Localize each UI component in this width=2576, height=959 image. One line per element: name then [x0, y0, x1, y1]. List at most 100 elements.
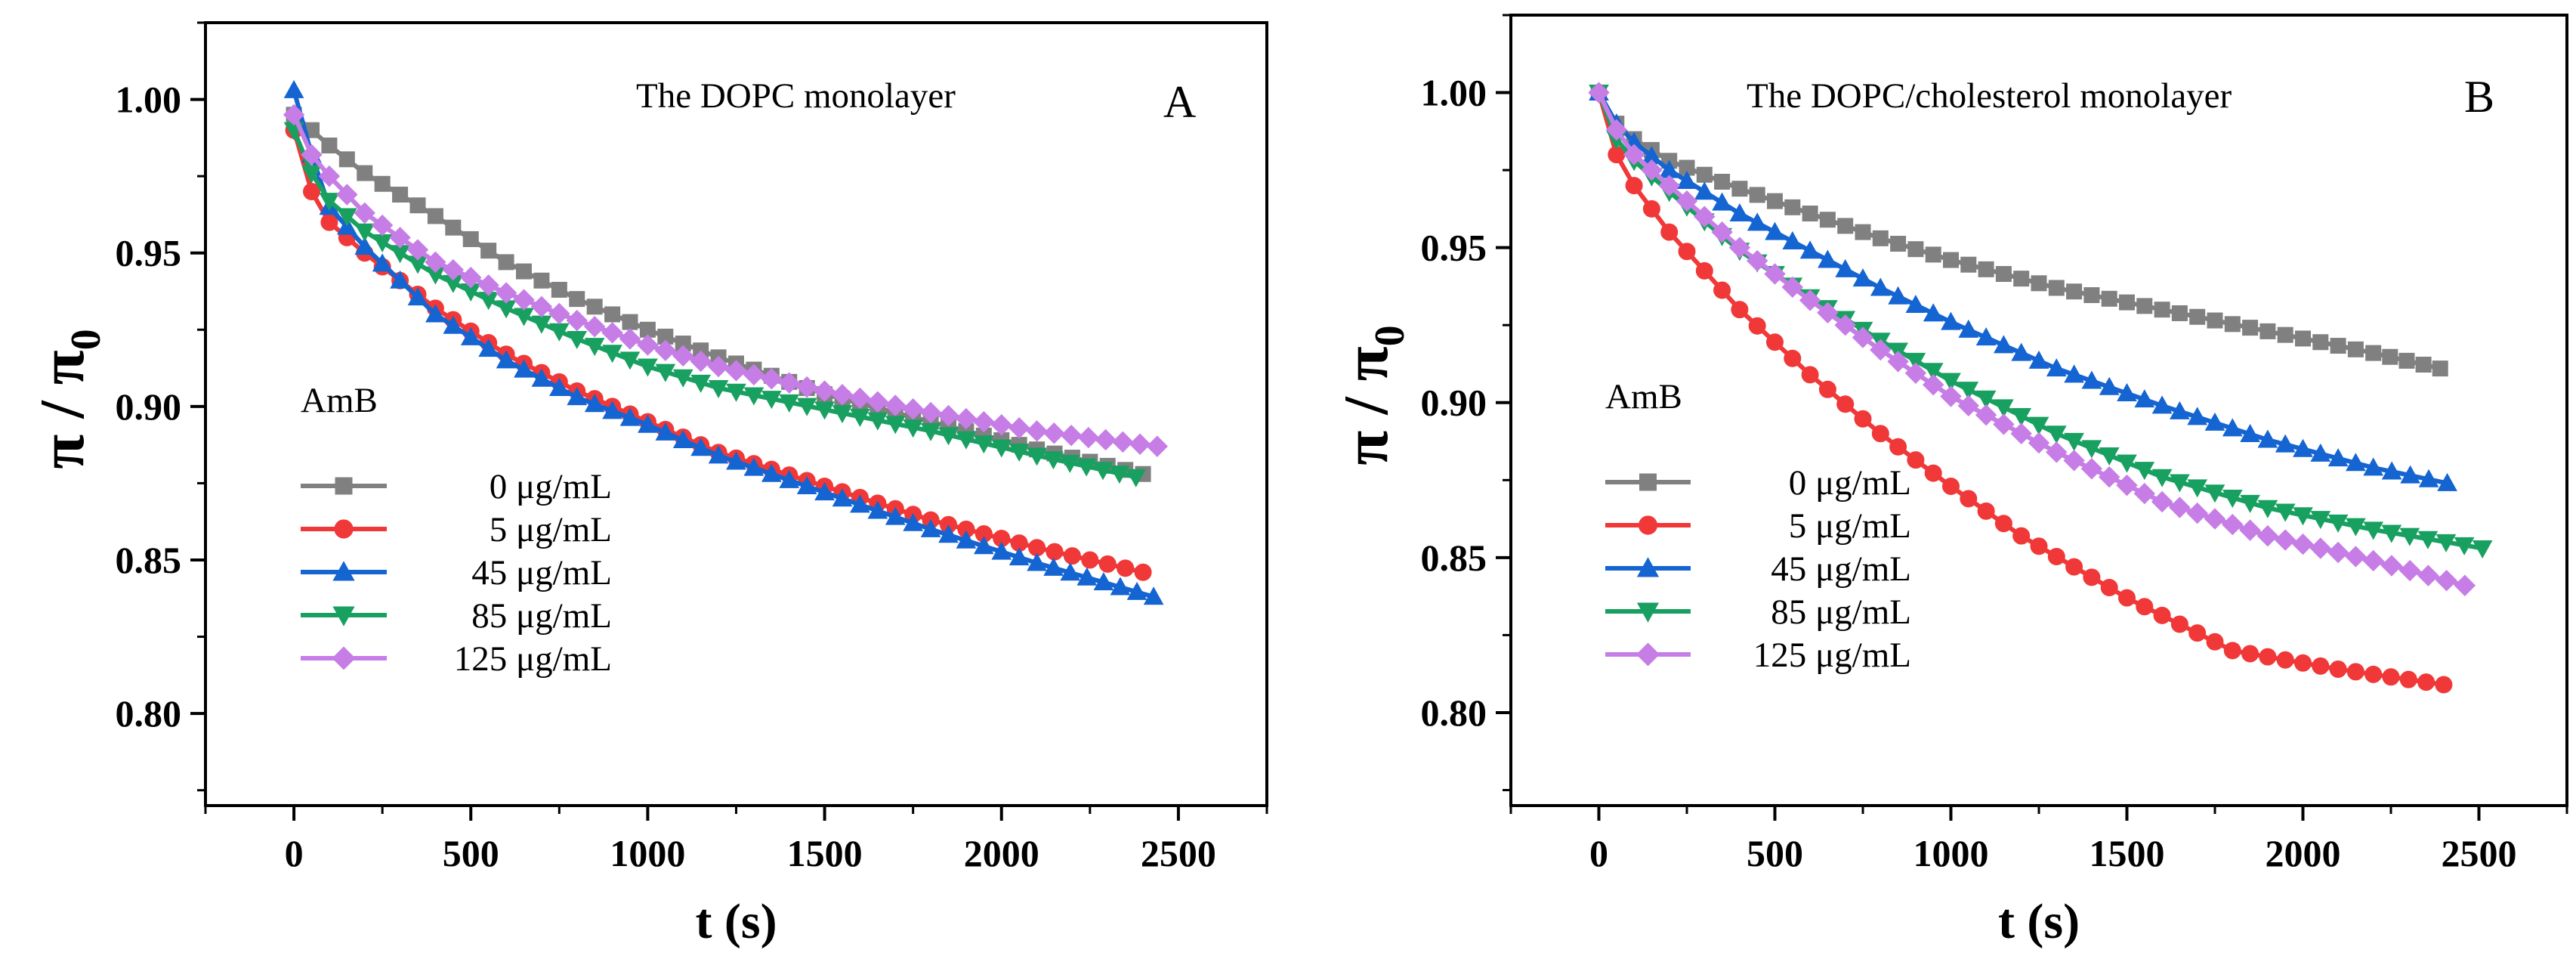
data-point — [1852, 326, 1874, 348]
data-point — [1008, 417, 1030, 439]
data-point — [1993, 413, 2015, 435]
series-2 — [283, 79, 1164, 605]
data-point — [726, 451, 746, 470]
data-point — [1872, 230, 1889, 246]
data-point — [919, 401, 942, 424]
data-point — [850, 408, 870, 427]
y-tick-label: 0.85 — [1421, 537, 1487, 579]
legend-swatch-marker — [332, 561, 355, 581]
data-point — [1995, 266, 2012, 283]
data-point — [2259, 323, 2276, 339]
data-point — [1092, 462, 1113, 481]
data-point — [354, 237, 375, 255]
series-line — [1596, 91, 2483, 551]
data-point — [2330, 338, 2346, 354]
data-point — [2186, 502, 2208, 524]
data-point — [462, 230, 479, 247]
data-point — [973, 536, 994, 555]
data-point — [672, 430, 693, 449]
data-point — [973, 410, 995, 433]
data-point — [604, 306, 621, 323]
data-point — [2472, 540, 2493, 559]
data-point — [920, 422, 941, 441]
legend-swatch-marker — [1638, 515, 1658, 535]
x-tick-label: 1500 — [787, 832, 863, 874]
data-point — [2136, 298, 2153, 314]
legend-swatch-marker — [332, 646, 356, 670]
data-point — [1836, 395, 1855, 413]
x-tick-label: 1000 — [610, 832, 685, 874]
data-point — [301, 165, 322, 184]
legend-entry: 125 μg/mL — [1753, 636, 1911, 675]
data-point — [2170, 401, 2190, 419]
data-point — [2204, 412, 2225, 431]
legend-entry: 5 μg/mL — [1789, 506, 1911, 546]
data-point — [655, 422, 676, 441]
data-point — [2259, 648, 2277, 666]
data-point — [2312, 657, 2330, 675]
data-point — [1957, 394, 1980, 417]
data-point — [354, 223, 375, 242]
data-point — [1146, 435, 1169, 457]
data-point — [301, 144, 323, 166]
data-point — [1818, 249, 1838, 268]
chart-panel-a: 0 500 1000 1500 2000 2500 0.80 0.85 0.90 0.95 1.00… — [27, 21, 1268, 949]
data-point — [2365, 345, 2382, 361]
data-point — [2223, 642, 2241, 660]
x-tick-label: 500 — [443, 832, 499, 874]
data-point — [389, 227, 411, 249]
data-point — [2275, 434, 2296, 453]
data-point — [654, 339, 677, 361]
legend-entry: 0 μg/mL — [1789, 463, 1911, 503]
data-point — [2363, 521, 2384, 540]
legend-entry: 125 μg/mL — [454, 639, 612, 679]
data-point — [1623, 144, 1645, 166]
panel-annotation: The DOPC monolayer — [636, 76, 956, 116]
data-point — [1046, 543, 1064, 561]
data-point — [283, 104, 305, 126]
data-point — [690, 350, 712, 373]
data-point — [321, 138, 338, 154]
data-point — [1907, 451, 1925, 469]
legend-swatch-marker — [334, 519, 354, 539]
data-point — [2151, 469, 2173, 487]
data-point — [849, 387, 871, 410]
data-point — [319, 193, 340, 212]
data-point — [1063, 547, 1081, 565]
data-point — [2170, 474, 2190, 493]
data-point — [1076, 567, 1098, 586]
data-point — [1907, 241, 1924, 258]
data-point — [2101, 290, 2117, 307]
data-point — [1714, 173, 1731, 190]
data-point — [1940, 385, 1962, 407]
data-point — [567, 330, 588, 349]
data-point — [2241, 645, 2259, 663]
data-point — [2310, 511, 2331, 530]
data-point — [2189, 308, 2206, 325]
data-point — [885, 394, 907, 416]
data-point — [1060, 562, 1081, 581]
series-line — [292, 113, 1158, 449]
data-point — [1746, 249, 1768, 272]
data-point — [1923, 363, 1944, 382]
data-point — [1905, 295, 1926, 314]
data-point — [1588, 82, 1610, 104]
data-point — [2083, 287, 2100, 304]
data-point — [638, 414, 658, 433]
data-point — [495, 282, 517, 304]
data-point — [1960, 256, 1977, 273]
data-point — [374, 175, 391, 192]
panel-annotation: The DOPC/cholesterol monolayer — [1747, 76, 2232, 116]
legend-swatch-marker — [332, 606, 355, 626]
data-point — [2454, 574, 2476, 596]
data-point — [2222, 490, 2243, 509]
panel-letter: A — [1163, 77, 1196, 127]
data-point — [1095, 428, 1117, 451]
y-tick-label: 0.90 — [116, 385, 182, 428]
data-point — [2346, 518, 2366, 537]
data-point — [2117, 454, 2137, 473]
data-point — [1749, 187, 1765, 203]
data-point — [795, 376, 818, 398]
data-point — [1941, 311, 1961, 330]
